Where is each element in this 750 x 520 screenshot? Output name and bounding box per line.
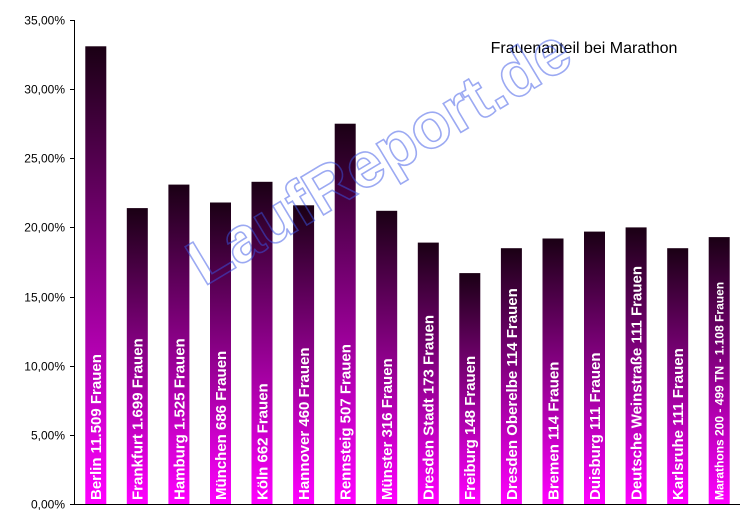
y-ticks: 0,00% 5,00% 10,00% 15,00% 20,00% 25,00% 30,00%…: [24, 14, 75, 512]
bars: [85, 46, 730, 505]
bar: [376, 210, 398, 505]
y-tick-label: 0,00%: [31, 498, 65, 512]
bar-label: Deutsche Weinstraße 111 Frauen: [629, 266, 646, 500]
bar-label: Hamburg 1.525 Frauen: [171, 338, 188, 500]
bar-label: Münster 316 Frauen: [379, 358, 396, 500]
bar-label: Bremen 114 Frauen: [545, 362, 562, 500]
bar: [334, 123, 356, 504]
bar: [417, 242, 439, 504]
bar-label: Hannover 460 Frauen: [296, 347, 313, 500]
bar: [667, 248, 689, 504]
bar-label: Karlsruhe 111 Frauen: [670, 348, 687, 500]
bar: [459, 273, 481, 504]
y-tick-label: 25,00%: [24, 152, 65, 166]
bar: [500, 248, 522, 504]
bar-label: München 686 Frauen: [213, 351, 230, 500]
bar: [584, 231, 605, 504]
bar-label: Dresden Oberelbe 114 Frauen: [504, 288, 521, 500]
bar-label: Duisburg 111 Frauen: [587, 352, 604, 500]
bar: [251, 181, 273, 505]
bar: [210, 202, 231, 504]
bar: [293, 205, 315, 505]
bar-label: Marathons 200 - 499 TN - 1.108 Frauen: [713, 282, 727, 500]
y-tick-label: 30,00%: [24, 83, 65, 97]
bar-label: Rennsteig 507 Frauen: [338, 344, 355, 500]
bar: [126, 208, 148, 504]
bar: [708, 237, 730, 504]
axes: 0,00% 5,00% 10,00% 15,00% 20,00% 25,00% 30,00%…: [24, 14, 740, 512]
bar-label: Dresden Stadt 173 Frauen: [421, 315, 438, 500]
y-tick-label: 5,00%: [31, 429, 65, 443]
bar-label: Frankfurt 1.699 Frauen: [130, 338, 147, 500]
bar: [625, 227, 647, 504]
y-tick-label: 35,00%: [24, 14, 65, 28]
bar: [168, 184, 190, 504]
y-tick-label: 10,00%: [24, 360, 65, 374]
bar: [85, 46, 107, 505]
bar-labels: Berlin 11.509 Frauen Frankfurt 1.699 Frau…: [88, 266, 726, 500]
y-tick-label: 15,00%: [24, 291, 65, 305]
bar-label: Berlin 11.509 Frauen: [88, 354, 105, 500]
bar-label: Freiburg 148 Frauen: [462, 356, 479, 500]
chart-title: Frauenanteil bei Marathon: [491, 40, 678, 57]
bar: [542, 238, 564, 504]
bar-label: Köln 662 Frauen: [254, 383, 271, 500]
y-tick-label: 20,00%: [24, 221, 65, 235]
